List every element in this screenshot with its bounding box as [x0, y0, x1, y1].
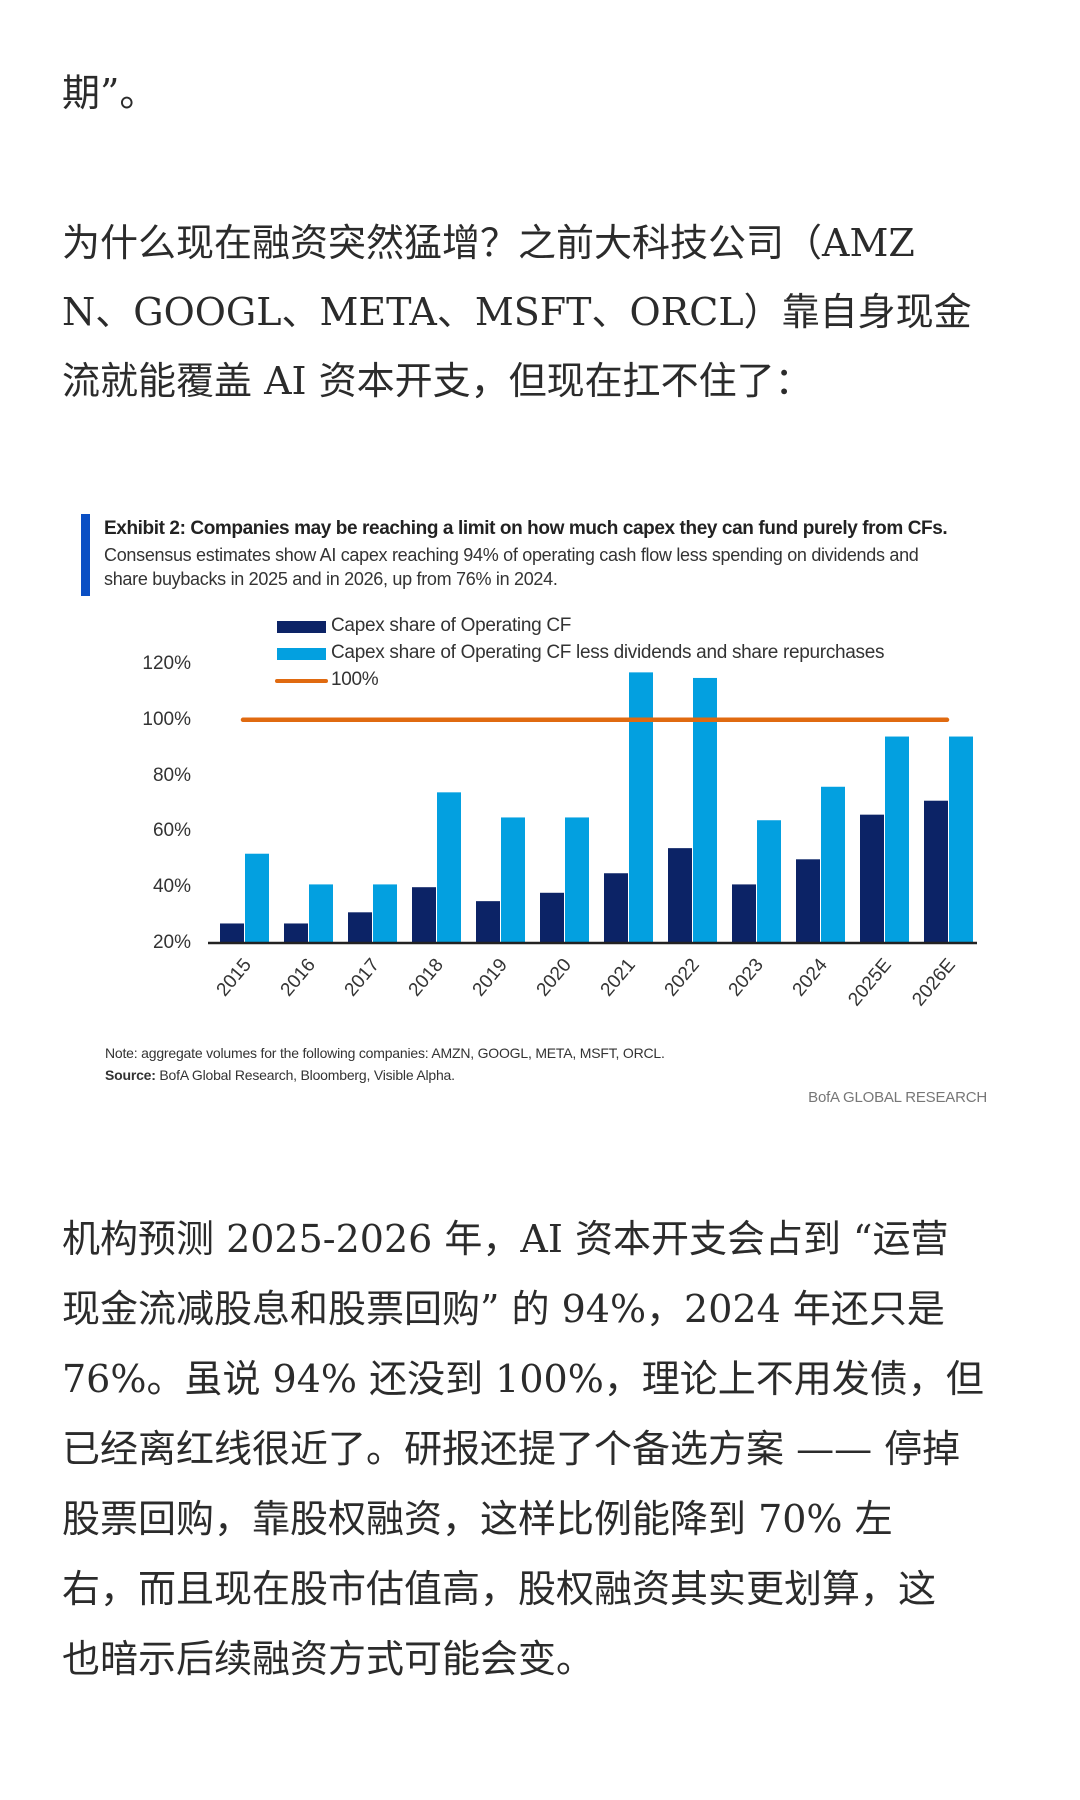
para3-line: 也暗示后续融资方式可能会变。 — [62, 1637, 595, 1681]
chart-source: Source: BofA Global Research, Bloomberg,… — [105, 1067, 455, 1083]
legend-label: Capex share of Operating CF — [331, 615, 572, 636]
y-tick-label: 120% — [142, 653, 191, 674]
bar-capex-ocf-less-div-2016 — [309, 884, 333, 943]
x-tick-label: 2022 — [661, 955, 704, 1001]
bar-capex-ocf-less-div-2018 — [437, 792, 461, 943]
x-tick-label: 2017 — [341, 955, 384, 1001]
bar-capex-ocf-less-div-2026E — [949, 736, 973, 943]
bar-capex-ocf-2017 — [348, 912, 372, 943]
para2-line: 为什么现在融资突然猛增？之前大科技公司（AMZ — [62, 221, 915, 265]
legend-label: 100% — [331, 669, 379, 690]
y-tick-label: 100% — [142, 709, 191, 730]
x-tick-label: 2024 — [789, 954, 833, 1000]
y-tick-label: 80% — [152, 765, 191, 786]
y-tick-label: 60% — [152, 820, 191, 841]
bar-capex-ocf-less-div-2017 — [373, 884, 397, 943]
bar-capex-ocf-less-div-2015 — [245, 853, 269, 943]
intro-line: 期”。 — [62, 71, 158, 115]
brand-label: BofA GLOBAL RESEARCH — [808, 1089, 987, 1106]
x-tick-label: 2026E — [908, 955, 959, 1011]
para3-line: 已经离红线很近了。研报还提了个备选方案 —— 停掉 — [62, 1427, 961, 1471]
bar-capex-ocf-2024 — [796, 859, 820, 943]
x-tick-label: 2016 — [277, 955, 320, 1001]
bar-capex-ocf-less-div-2020 — [565, 817, 589, 943]
chart-subtitle: Consensus estimates show AI capex reachi… — [104, 545, 919, 565]
exhibit-accent-bar — [81, 514, 90, 596]
source-label: Source: — [105, 1067, 156, 1083]
y-tick-label: 20% — [152, 932, 191, 953]
x-tick-label: 2015 — [213, 955, 256, 1001]
x-tick-label: 2019 — [469, 955, 512, 1001]
x-tick-label: 2018 — [405, 955, 448, 1001]
legend-swatch — [277, 648, 326, 660]
legend-label: Capex share of Operating CF less dividen… — [331, 642, 885, 663]
bar-capex-ocf-2022 — [668, 848, 692, 943]
para3-line: 股票回购，靠股权融资，这样比例能降到 70% 左 — [62, 1497, 893, 1541]
bar-capex-ocf-less-div-2024 — [821, 786, 845, 943]
para3-line: 76%。虽说 94% 还没到 100%，理论上不用发债，但 — [62, 1357, 984, 1401]
x-tick-label: 2023 — [725, 955, 768, 1001]
y-tick-label: 40% — [152, 876, 191, 897]
bar-capex-ocf-2021 — [604, 873, 628, 943]
bar-capex-ocf-less-div-2022 — [693, 677, 717, 943]
bar-capex-ocf-less-div-2023 — [757, 820, 781, 943]
bar-capex-ocf-2023 — [732, 884, 756, 943]
para2-line: N、GOOGL、META、MSFT、ORCL）靠自身现金 — [62, 290, 972, 334]
para3-line: 机构预测 2025-2026 年，AI 资本开支会占到 “运营 — [62, 1217, 949, 1261]
para3-line: 现金流减股息和股票回购” 的 94%，2024 年还只是 — [62, 1287, 945, 1331]
bar-capex-ocf-2020 — [540, 892, 564, 943]
x-tick-label: 2021 — [597, 955, 640, 1001]
source-text: BofA Global Research, Bloomberg, Visible… — [155, 1067, 455, 1083]
bar-capex-ocf-2015 — [220, 923, 244, 943]
chart-title: Exhibit 2: Companies may be reaching a l… — [104, 518, 948, 539]
bar-capex-ocf-less-div-2025E — [885, 736, 909, 943]
para3-line: 右，而且现在股市估值高，股权融资其实更划算，这 — [62, 1567, 937, 1611]
legend-swatch — [277, 621, 326, 633]
bar-capex-ocf-2019 — [476, 901, 500, 943]
bar-capex-ocf-less-div-2019 — [501, 817, 525, 943]
bar-capex-ocf-less-div-2021 — [629, 672, 653, 943]
x-tick-label: 2020 — [533, 955, 576, 1001]
para2-line: 流就能覆盖 AI 资本开支，但现在扛不住了： — [62, 359, 813, 403]
chart-note: Note: aggregate volumes for the followin… — [105, 1045, 665, 1061]
x-tick-label: 2025E — [844, 955, 895, 1011]
bar-capex-ocf-2016 — [284, 923, 308, 943]
bar-capex-ocf-2026E — [924, 800, 948, 943]
bar-capex-ocf-2018 — [412, 887, 436, 943]
chart-subtitle: share buybacks in 2025 and in 2026, up f… — [104, 569, 558, 589]
bar-capex-ocf-2025E — [860, 814, 884, 943]
